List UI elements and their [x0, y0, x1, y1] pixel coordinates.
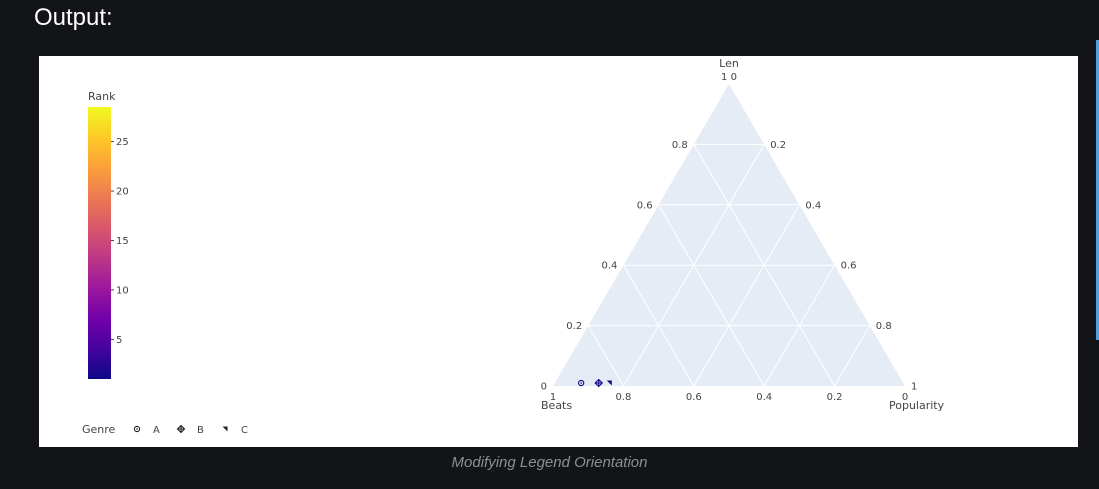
corner-label-left-zero: 0 [541, 382, 547, 393]
legend-item-c[interactable]: C [222, 425, 249, 436]
legend-symbol-a-dot [136, 428, 138, 430]
tick-label-beats: 0.6 [686, 392, 702, 403]
colorbar-tick-label: 10 [116, 285, 129, 296]
gridline-popularity [763, 264, 836, 387]
tick-label-beats: 0.4 [756, 392, 772, 403]
axis-title-beats: Beats [541, 399, 572, 412]
tick-label-popularity: 0.6 [841, 261, 857, 272]
legend-label: B [197, 425, 204, 436]
figure-caption: Modifying Legend Orientation [451, 454, 648, 471]
data-point-a [578, 379, 585, 387]
data-point-b [594, 378, 604, 388]
legend-title: Genre [82, 423, 116, 436]
gridline-popularity [834, 325, 871, 387]
tick-label-len: 0.4 [601, 261, 617, 272]
data-point-c [606, 380, 612, 386]
colorbar-title: Rank [88, 90, 116, 103]
tick-label-popularity: 0.4 [805, 200, 821, 211]
corner-label-popularity: 1 [911, 382, 917, 393]
colorbar-gradient [88, 107, 111, 379]
gridline-beats [587, 325, 624, 387]
gridline-popularity [693, 204, 800, 387]
output-heading: Output: [34, 4, 113, 31]
corner-label-beats: 1 [550, 392, 556, 403]
ternary-chart: 0.2 0.4 0.6 0.8 0.2 0.4 0.6 0.8 0.8 0.6 0.4 0.2 1 0 0… [82, 57, 945, 436]
colorbar-tick-label: 25 [116, 137, 129, 148]
legend-symbol-a [133, 425, 141, 433]
colorbar: Rank 5 10 15 20 25 [88, 90, 129, 379]
tick-label-len: 0.8 [672, 140, 688, 151]
tick-label-len: 0.6 [637, 200, 653, 211]
legend-symbol-c [222, 426, 228, 432]
tick-label-popularity: 0.2 [770, 140, 786, 151]
tick-label-len: 0.2 [566, 321, 582, 332]
ternary-plot: 0.2 0.4 0.6 0.8 0.2 0.4 0.6 0.8 0.8 0.6 0.4 0.2 1 0 0… [541, 57, 945, 412]
plot-panel: 0.2 0.4 0.6 0.8 0.2 0.4 0.6 0.8 0.8 0.6 0.4 0.2 1 0 0… [39, 56, 1078, 447]
tick-label-beats: 0.2 [827, 392, 843, 403]
legend-label: C [241, 425, 248, 436]
axis-title-len: Len [719, 57, 739, 70]
legend: Genre A B C [82, 423, 248, 436]
legend-item-b[interactable]: B [176, 424, 205, 436]
data-point-a-dot [580, 382, 582, 384]
tick-label-beats: 0.8 [615, 392, 631, 403]
colorbar-tick-label: 5 [116, 335, 122, 346]
colorbar-tick-label: 15 [116, 236, 129, 247]
ternary-background [553, 84, 905, 386]
colorbar-tick-label: 20 [116, 187, 129, 198]
legend-symbol-b [176, 424, 186, 434]
gridline-beats [622, 264, 695, 387]
axis-title-popularity: Popularity [889, 399, 945, 412]
legend-item-a[interactable]: A [133, 425, 160, 436]
gridline-beats [658, 204, 765, 387]
corner-label-len: 1 0 [721, 72, 737, 83]
scrollbar-accent [1096, 40, 1099, 340]
legend-label: A [153, 425, 160, 436]
corner-label-right-zero: 0 [902, 392, 908, 403]
tick-label-popularity: 0.8 [876, 321, 892, 332]
